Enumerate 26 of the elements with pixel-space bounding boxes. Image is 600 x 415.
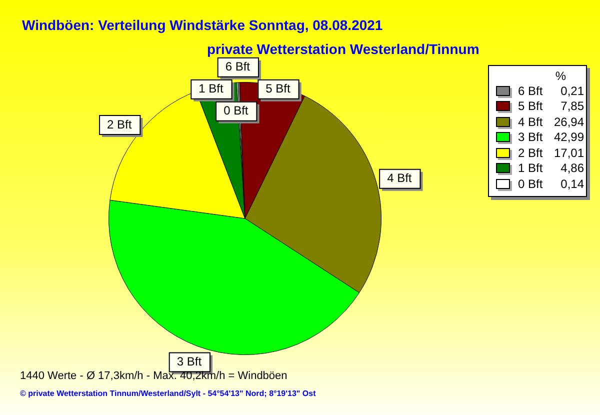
- slice-label: 3 Bft: [176, 354, 202, 369]
- legend-label: 3 Bft: [518, 130, 544, 144]
- data-label: 4,86: [560, 161, 584, 176]
- data-label: 0,14: [560, 176, 584, 191]
- chart-title: Windböen: Verteilung Windstärke Sonntag, 08.08.2021: [22, 17, 383, 33]
- data-label: 42,99: [554, 130, 584, 144]
- legend-label: 1 Bft: [518, 161, 544, 176]
- data-label: 0,21: [560, 84, 584, 98]
- slice-label: 5 Bft: [266, 82, 292, 96]
- legend-title: %: [554, 69, 567, 83]
- slice-label: 6 Bft: [225, 60, 251, 74]
- legend-label: 2 Bft: [518, 146, 544, 160]
- slice-label: 1 Bft: [198, 82, 224, 96]
- data-label: 26,94: [554, 114, 584, 129]
- slice-label: 4 Bft: [387, 171, 412, 186]
- chart-subtitle: private Wetterstation Westerland/Tinnum: [207, 41, 480, 57]
- legend-label: 6 Bft: [518, 84, 544, 98]
- legend-label: 5 Bft: [518, 99, 544, 114]
- data-label: 17,01: [554, 146, 584, 160]
- text: 1440 Werte - Ø 17,3km/h - Max. 40,2km/h = Windböen: [20, 370, 288, 382]
- slice-label: 0 Bft: [224, 104, 249, 118]
- slice-label: 2 Bft: [107, 117, 132, 132]
- data-label: 7,85: [560, 99, 584, 114]
- legend-label: 0 Bft: [518, 176, 544, 191]
- text: © private Wetterstation Tinnum/Westerland/Sylt - 54°54'13" Nord; 8°19'13" Ost: [20, 389, 316, 398]
- legend-label: 4 Bft: [518, 114, 544, 129]
